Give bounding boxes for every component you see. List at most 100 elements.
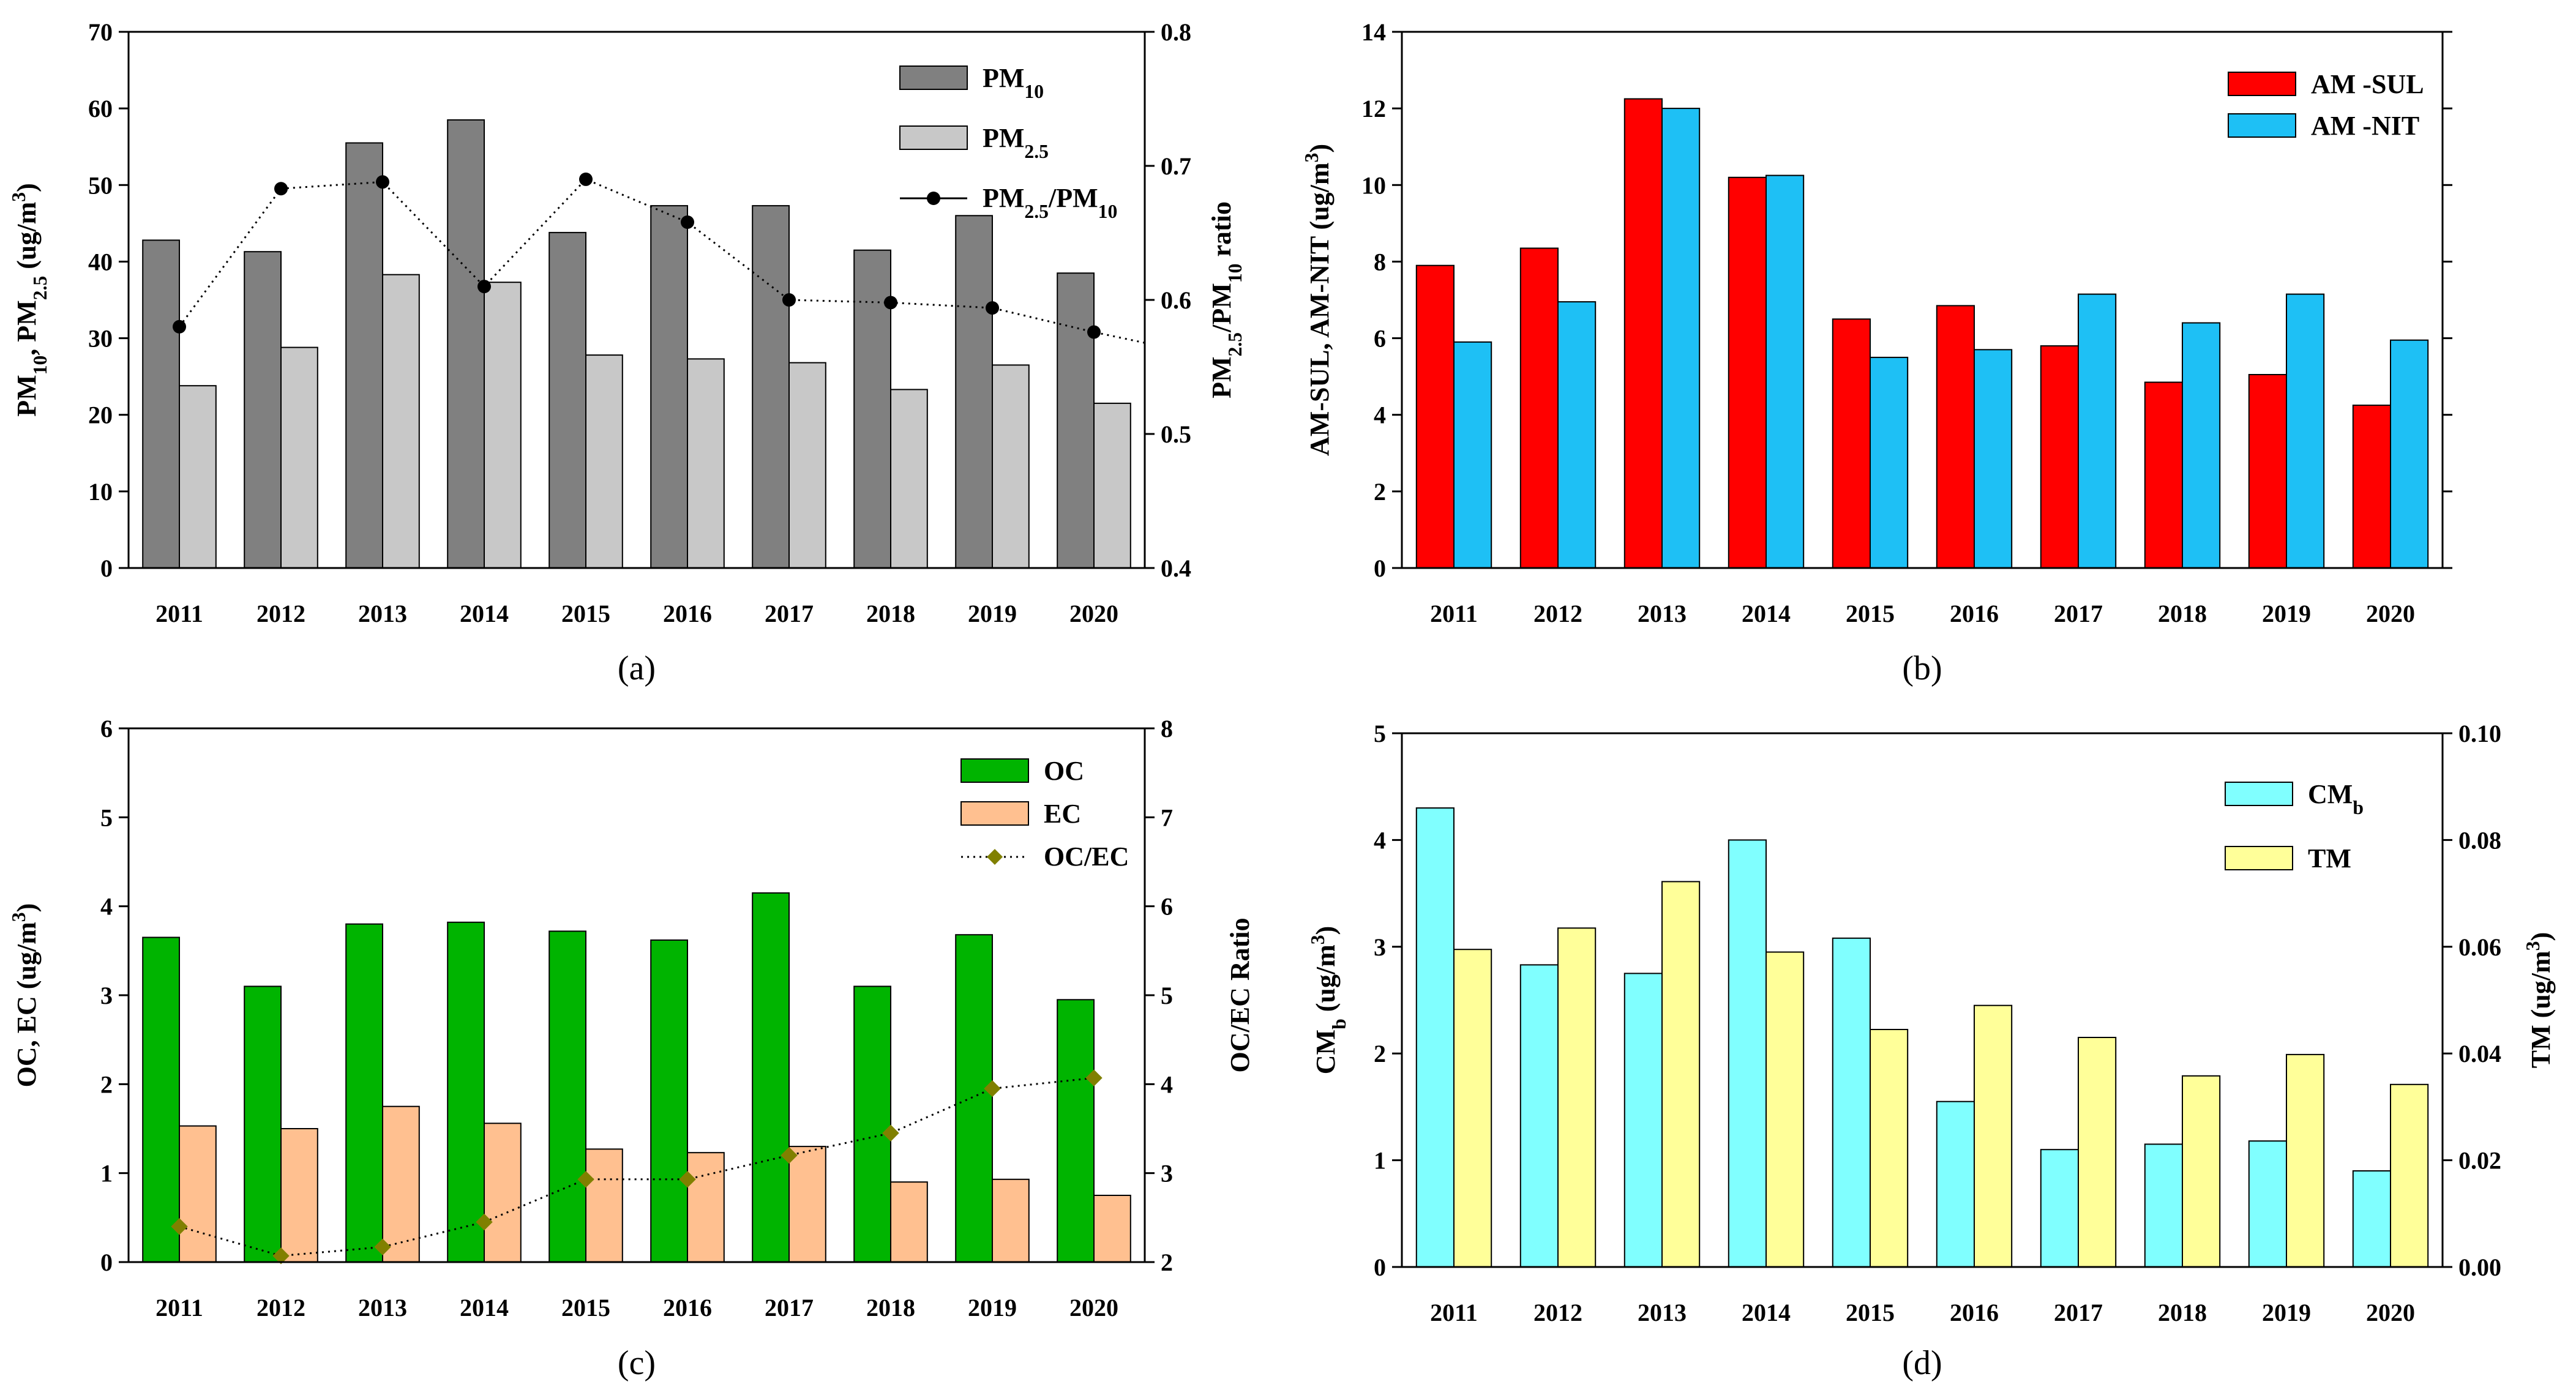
x-tick-label: 2020: [1069, 600, 1118, 627]
bar-am-nit-2012: [1557, 301, 1597, 569]
x-tick-label: 2011: [1430, 1299, 1478, 1326]
legend-label: EC: [1044, 799, 1081, 829]
bar-am-nit-2014: [1765, 174, 1805, 569]
legend-label: AM -NIT: [2311, 111, 2419, 141]
y-tick-label: 14: [1361, 18, 1386, 46]
y-tick-label: 5: [1374, 720, 1386, 747]
x-tick-label: 2017: [2054, 1299, 2103, 1326]
bar-am-nit-2018: [2182, 322, 2221, 569]
y2-tick-label: 0.00: [2458, 1254, 2501, 1281]
bar-ec-2013: [382, 1105, 420, 1263]
y-tick-label: 0: [100, 555, 113, 582]
bar-am-sul-2015: [1832, 318, 1871, 569]
y-tick-label: 12: [1361, 95, 1386, 122]
y-tick-label: 4: [1374, 402, 1386, 429]
legend-swatch: [899, 65, 968, 90]
x-tick-label: 2014: [460, 600, 509, 627]
marker-ratio-2014: [477, 280, 491, 294]
y2-tick-label: 0.04: [2458, 1040, 2501, 1067]
bar-ec-2016: [687, 1152, 725, 1263]
bar-pm2-5-2020: [1093, 402, 1131, 569]
marker-ratio-2013: [376, 175, 389, 189]
x-tick-label: 2017: [765, 1294, 814, 1321]
y-tick-label: 8: [1374, 248, 1386, 275]
bar-pm10-2017: [752, 205, 790, 569]
legend-swatch: [899, 125, 968, 150]
marker-oc-ec-2016: [679, 1171, 696, 1188]
bar-pm2-5-2019: [992, 364, 1030, 569]
bar-pm10-2013: [345, 142, 384, 569]
bar-am-nit-2017: [2078, 293, 2117, 569]
y-tick-label: 1: [1374, 1147, 1386, 1175]
legend-swatch: [2228, 72, 2296, 96]
y2-tick-label: 3: [1161, 1160, 1173, 1187]
y-tick-label: 3: [1374, 933, 1386, 961]
bar-oc-2020: [1057, 999, 1095, 1263]
y-axis-label: PM10, PM2.5 (ug/m3): [8, 183, 51, 417]
marker-oc-ec-2018: [882, 1124, 899, 1142]
legend-label: CMb: [2308, 779, 2364, 818]
x-tick-label: 2019: [968, 600, 1017, 627]
x-tick-label: 2014: [1742, 600, 1791, 627]
bar-cmb-2017: [2040, 1149, 2080, 1268]
y-axis-label: AM-SUL, AM-NIT (ug/m3): [1301, 144, 1335, 456]
x-tick-label: 2019: [2262, 600, 2311, 627]
x-tick-label: 2019: [2262, 1299, 2311, 1326]
x-tick-label: 2020: [2366, 1299, 2415, 1326]
x-tick-label: 2016: [663, 1294, 712, 1321]
x-tick-label: 2015: [1846, 600, 1895, 627]
x-tick-label: 2018: [2158, 600, 2207, 627]
bar-cmb-2014: [1728, 839, 1767, 1268]
bar-oc-2011: [142, 936, 180, 1263]
bar-pm2-5-2012: [280, 346, 318, 569]
bar-pm10-2020: [1057, 272, 1095, 569]
bar-am-sul-2020: [2352, 405, 2392, 569]
y-tick-label: 0: [100, 1249, 113, 1276]
marker-oc-ec-2017: [781, 1146, 798, 1164]
bar-tm-2019: [2286, 1053, 2325, 1268]
bar-ec-2018: [890, 1181, 928, 1263]
marker-oc-ec-2013: [374, 1238, 391, 1256]
bar-pm2-5-2011: [179, 385, 217, 569]
bar-pm2-5-2015: [585, 354, 623, 569]
bar-pm10-2015: [549, 231, 587, 569]
bar-am-sul-2018: [2144, 381, 2184, 569]
y-tick-label: 4: [100, 893, 113, 921]
bar-ec-2011: [179, 1125, 217, 1263]
bar-am-nit-2020: [2390, 339, 2429, 569]
bar-oc-2017: [752, 892, 790, 1263]
y-tick-label: 50: [88, 171, 113, 199]
y2-tick-label: 8: [1161, 715, 1173, 742]
bar-pm2-5-2014: [484, 282, 522, 569]
bar-am-sul-2017: [2040, 345, 2080, 569]
y-tick-label: 20: [88, 402, 113, 429]
bar-oc-2012: [244, 985, 282, 1263]
bar-am-sul-2019: [2248, 374, 2288, 569]
y-axis-label: OC, EC (ug/m3): [8, 903, 42, 1088]
y2-tick-label: 0.02: [2458, 1147, 2501, 1175]
panel-a-chart: 0 10 20 30 40 50 60 70 0.4 0.5 0.6 0.7 0.8 2011 2012 20…: [8, 18, 1246, 687]
x-tick-label: 2018: [866, 1294, 915, 1321]
y-tick-label: 4: [1374, 826, 1386, 854]
y2-tick-label: 0.7: [1161, 152, 1191, 180]
x-tick-label: 2014: [460, 1294, 509, 1321]
bar-am-sul-2013: [1623, 98, 1663, 569]
marker-ratio-2015: [579, 172, 593, 186]
x-tick-label: 2020: [2366, 600, 2415, 627]
x-tick-label: 2011: [155, 1294, 203, 1321]
bar-ec-2012: [280, 1128, 318, 1263]
y-tick-label: 1: [100, 1160, 113, 1187]
y-axis-label: CMb (ug/m3): [1307, 926, 1350, 1074]
bar-pm10-2018: [853, 249, 891, 569]
x-tick-label: 2013: [1638, 600, 1687, 627]
plot-frame: [1401, 732, 2444, 1268]
x-tick-label: 2011: [155, 600, 203, 627]
panel-caption: (d): [1902, 1344, 1942, 1382]
y2-tick-label: 0.6: [1161, 286, 1191, 314]
y2-tick-label: 0.10: [2458, 720, 2501, 747]
legend-swatch: [960, 758, 1029, 783]
x-tick-label: 2015: [561, 1294, 610, 1321]
bar-tm-2014: [1765, 951, 1805, 1268]
legend-label: PM2.5/PM10: [983, 183, 1117, 222]
